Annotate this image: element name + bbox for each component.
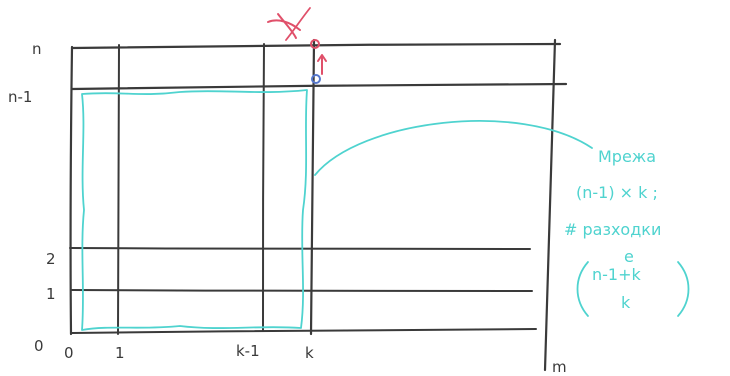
highlighted-region xyxy=(81,89,308,331)
x-label-1: 1 xyxy=(115,344,125,362)
y-label-n: n xyxy=(32,40,42,58)
column-line-m xyxy=(543,38,557,372)
y-label-1: 1 xyxy=(46,285,56,303)
y-label-n-minus-1: n-1 xyxy=(8,88,32,106)
annotation-line-3: # разходки xyxy=(564,220,661,239)
x-label-k-minus-1: k-1 xyxy=(236,342,260,360)
x-axis-labels: 0 1 k-1 k m xyxy=(64,342,567,376)
x-label-0: 0 xyxy=(64,344,74,362)
x-label-m: m xyxy=(552,358,567,376)
cross-stroke-b xyxy=(277,13,297,39)
grid-horizontal-lines xyxy=(69,42,568,334)
row-line-2 xyxy=(69,247,531,250)
red-point xyxy=(310,39,320,49)
y-label-2: 2 xyxy=(46,250,56,268)
y-label-0: 0 xyxy=(34,337,44,355)
annotation: Мрежа (n-1) × k ; # разходки e n-1+k k xyxy=(564,147,690,317)
binom-bottom: k xyxy=(621,293,631,312)
column-line-1 xyxy=(117,44,120,335)
red-arrow xyxy=(317,54,327,75)
blue-point xyxy=(311,74,321,84)
crossed-out-mark xyxy=(267,7,311,41)
x-label-k: k xyxy=(305,344,314,362)
annotation-line-1: Мрежа xyxy=(598,147,656,166)
row-line-1 xyxy=(71,289,533,292)
annotation-leader xyxy=(314,120,593,176)
annotation-line-4: e xyxy=(624,247,634,266)
row-line-0 xyxy=(71,328,537,334)
cross-stroke-c xyxy=(285,7,311,41)
column-line-k-minus-1 xyxy=(262,43,265,331)
binom-right-paren xyxy=(677,261,690,317)
binom-left-paren xyxy=(576,261,589,317)
column-line-0 xyxy=(69,45,74,336)
annotation-line-2: (n-1) × k ; xyxy=(576,183,658,202)
grid-vertical-lines xyxy=(69,38,557,372)
binom-top: n-1+k xyxy=(592,265,642,284)
y-axis-labels: n n-1 2 1 0 xyxy=(8,40,56,355)
row-line-n-minus-1 xyxy=(70,82,568,91)
